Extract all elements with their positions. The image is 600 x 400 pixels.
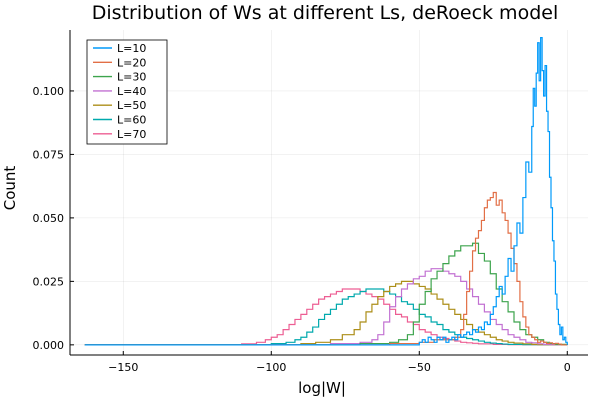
- y-tick-label: 0.000: [33, 339, 65, 352]
- series-line-l-40: [84, 268, 568, 346]
- x-ticks: −150 −100 −50 0: [108, 351, 571, 374]
- y-axis-label: Count: [1, 166, 19, 211]
- series-group: [84, 37, 568, 346]
- y-tick-label: 0.100: [33, 85, 65, 98]
- chart-title: Distribution of Ws at different Ls, deRo…: [92, 2, 558, 24]
- x-tick-label: −150: [108, 361, 138, 374]
- series-line-l-50: [84, 280, 568, 346]
- series-line-l-20: [84, 191, 568, 346]
- axes: [69, 30, 588, 356]
- x-tick-label: −100: [256, 361, 286, 374]
- series-line-l-60: [84, 288, 568, 346]
- x-tick-label: −50: [408, 361, 431, 374]
- x-axis-label: log|W|: [298, 379, 346, 397]
- series-line-l-10: [84, 37, 568, 346]
- legend-label: L=10: [117, 42, 146, 55]
- y-tick-label: 0.050: [33, 212, 65, 225]
- series-line-l-70: [84, 288, 568, 346]
- legend-label: L=30: [117, 71, 146, 84]
- x-tick-label: 0: [564, 361, 571, 374]
- y-tick-label: 0.075: [33, 148, 65, 161]
- y-ticks: 0.000 0.025 0.050 0.075 0.100: [33, 85, 74, 352]
- series-line-l-30: [84, 242, 568, 346]
- legend-label: L=70: [117, 128, 146, 141]
- legend: L=10L=20 L=30L=40L=50 L=60L=70: [86, 39, 168, 145]
- legend-label: L=40: [117, 85, 146, 98]
- y-tick-label: 0.025: [33, 275, 65, 288]
- legend-label: L=20: [117, 56, 146, 69]
- legend-label: L=50: [117, 99, 146, 112]
- legend-box: [86, 39, 168, 145]
- legend-label: L=60: [117, 114, 146, 127]
